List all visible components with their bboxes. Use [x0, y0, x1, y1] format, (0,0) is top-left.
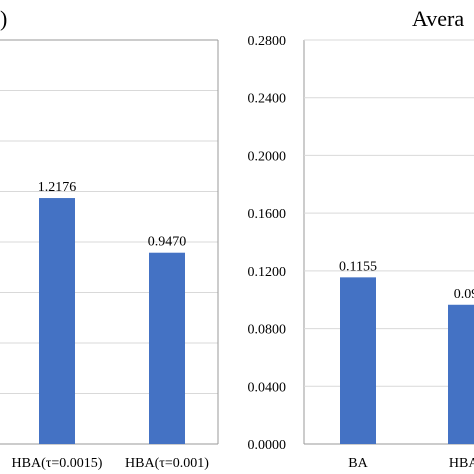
- right-y-tick-label: 0.2800: [248, 34, 287, 49]
- left-bar: [149, 252, 185, 444]
- right-category-label: BA: [348, 456, 368, 471]
- left-category-label: HBA(τ=0.001): [125, 456, 209, 471]
- left-category-label: HBA(τ=0.0015): [12, 456, 103, 471]
- right-y-tick-label: 0.0800: [248, 323, 287, 338]
- left-bar: [39, 198, 75, 444]
- right-bar-value-label: 0.1155: [339, 259, 377, 274]
- left-bars: 1.2176 HBA(τ=0.0015) 0.9470 HBA(τ=0.001): [12, 180, 210, 471]
- right-y-tick-label: 0.1600: [248, 207, 287, 222]
- right-bars: 0.1155 BA 0.09 HBA(: [339, 259, 474, 471]
- left-bar-value-label: 0.9470: [148, 235, 187, 250]
- right-bar-value-label: 0.09: [454, 287, 474, 302]
- right-y-tick-label: 0.2400: [248, 92, 287, 107]
- left-chart-title: ): [0, 6, 7, 31]
- right-category-label: HBA(: [449, 456, 474, 471]
- right-y-tick-label: 0.0000: [248, 438, 287, 453]
- left-chart: ) 1.2176 HBA(τ=0.0015) 0.9470 HBA(τ=0.001): [0, 6, 219, 471]
- right-y-tick-label: 0.0400: [248, 380, 287, 395]
- right-bar: [340, 277, 376, 444]
- right-bar: [448, 304, 474, 444]
- left-bar-value-label: 1.2176: [38, 180, 77, 195]
- right-chart: Avera 0.0000 0.0400 0.0800 0.1200 0.1600 0.20…: [248, 6, 474, 471]
- right-chart-title: Avera: [412, 6, 464, 31]
- right-y-axis-ticks: 0.0000 0.0400 0.0800 0.1200 0.1600 0.2000 0.24…: [248, 34, 287, 453]
- right-y-tick-label: 0.1200: [248, 265, 287, 280]
- right-y-tick-label: 0.2000: [248, 149, 287, 164]
